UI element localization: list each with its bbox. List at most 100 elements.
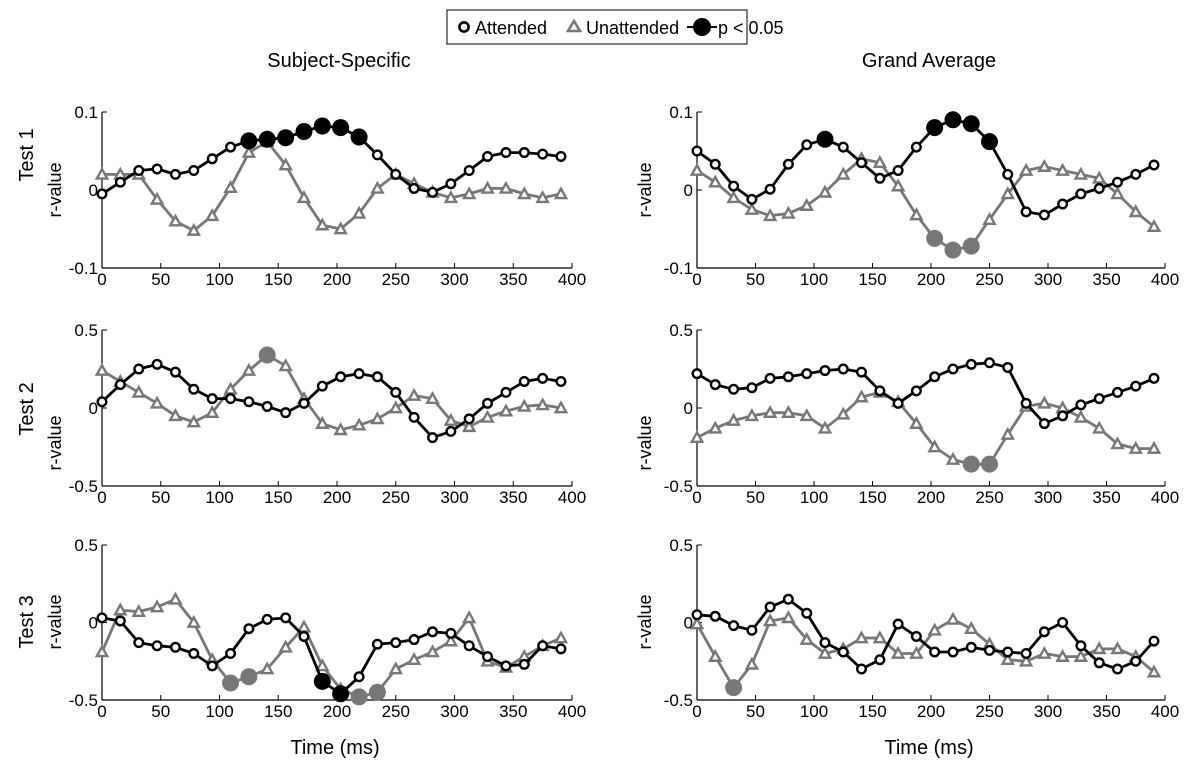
significant-point: [944, 241, 962, 259]
attended-series: [96, 358, 567, 444]
x-tick-label: 150: [858, 270, 886, 289]
unattended-point: [982, 211, 997, 226]
x-tick-label: 0: [692, 270, 701, 289]
unattended-point: [388, 400, 403, 414]
attended-point: [1038, 626, 1050, 638]
unattended-point: [909, 415, 924, 429]
unattended-point: [186, 614, 202, 628]
unattended-point: [480, 409, 495, 423]
x-tick-label: 200: [323, 488, 351, 507]
attended-point: [445, 425, 457, 437]
unattended-point: [1110, 436, 1125, 450]
attended-point: [371, 149, 383, 161]
attended-series: [691, 593, 1160, 675]
unattended-point: [94, 644, 110, 658]
panel-3: 0 50 100 150 200 250 300 350 400-0.500.5: [69, 321, 586, 507]
attended-point: [463, 164, 475, 176]
significant-point: [725, 679, 743, 697]
attended-point: [353, 368, 365, 380]
attended-point: [371, 638, 383, 650]
attended-point: [892, 618, 904, 630]
attended-point: [728, 620, 740, 632]
x-tick-label: 400: [1151, 270, 1179, 289]
attended-point: [371, 371, 383, 383]
attended-point: [206, 153, 218, 165]
unattended-point: [872, 630, 888, 644]
unattended-point: [945, 611, 961, 625]
x-tick-label: 350: [499, 488, 527, 507]
attended-series: [96, 612, 567, 703]
attended-point: [96, 188, 108, 200]
x-tick-label: 300: [440, 702, 468, 721]
ylabel-3: r-value: [45, 594, 65, 649]
attended-point: [114, 176, 126, 188]
unattended-line: [695, 616, 1155, 689]
attended-point: [537, 640, 549, 652]
attended-point: [819, 365, 831, 377]
unattended-point: [278, 639, 293, 653]
unattended-point: [315, 217, 330, 231]
x-tick-label: 50: [151, 702, 170, 721]
unattended-point: [94, 166, 110, 180]
attended-point: [133, 164, 145, 176]
x-tick-label: 50: [151, 270, 170, 289]
unattended-point: [726, 412, 741, 426]
unattended-point: [351, 417, 367, 431]
x-tick-label: 0: [97, 270, 106, 289]
unattended-point: [1018, 162, 1034, 176]
unattended-point: [553, 400, 569, 414]
unattended-point: [1128, 204, 1143, 218]
y-tick-label: 0.5: [669, 321, 693, 340]
attended-point: [892, 164, 904, 176]
unattended-point: [708, 174, 723, 188]
unattended-point: [726, 190, 741, 204]
unattended-point: [461, 186, 477, 200]
y-tick-label: 0.5: [669, 536, 693, 555]
column-title-grand-average: Grand Average: [862, 50, 996, 72]
y-tick-label: 0.5: [74, 321, 98, 340]
row-title-test-3: Test 3: [16, 595, 38, 648]
attended-point: [500, 386, 512, 398]
unattended-point: [854, 630, 869, 644]
unattended-point: [315, 415, 330, 429]
unattended-point: [1146, 218, 1162, 233]
x-tick-label: 250: [382, 488, 410, 507]
ylabel-4: r-value: [635, 162, 655, 217]
attended-point: [910, 141, 922, 153]
attended-point: [746, 624, 758, 636]
unattended-series: [94, 346, 569, 436]
attended-point: [151, 163, 163, 175]
unattended-point: [817, 645, 833, 659]
unattended-point: [296, 190, 312, 204]
attended-point: [947, 363, 959, 375]
x-tick-label: 400: [558, 488, 586, 507]
x-tick-label: 300: [1034, 488, 1062, 507]
x-tick-label: 300: [440, 488, 468, 507]
x-tick-label: 350: [1092, 702, 1120, 721]
attended-point: [709, 379, 721, 391]
y-tick-label: -0.1: [69, 259, 98, 278]
attended-point: [151, 358, 163, 370]
unattended-point: [149, 395, 165, 409]
attended-point: [445, 178, 457, 190]
x-tick-label: 150: [264, 702, 292, 721]
unattended-point: [370, 411, 385, 425]
attended-point: [856, 157, 868, 169]
attended-point: [1093, 182, 1105, 194]
x-tick-label: 350: [499, 270, 527, 289]
y-tick-label: 0.1: [74, 103, 98, 122]
unattended-series: [689, 384, 1162, 473]
attended-point: [1130, 655, 1142, 667]
unattended-point: [708, 420, 723, 434]
attended-point: [298, 630, 310, 642]
unattended-point: [909, 645, 924, 659]
attended-point: [225, 141, 237, 153]
x-tick-label: 100: [800, 702, 828, 721]
x-tick-label: 50: [151, 488, 170, 507]
y-tick-label: -0.5: [69, 477, 98, 496]
attended-point: [728, 383, 740, 395]
y-tick-label: 0: [684, 181, 693, 200]
unattended-point: [425, 390, 440, 404]
unattended-point: [799, 197, 814, 211]
attended-point: [169, 641, 181, 653]
